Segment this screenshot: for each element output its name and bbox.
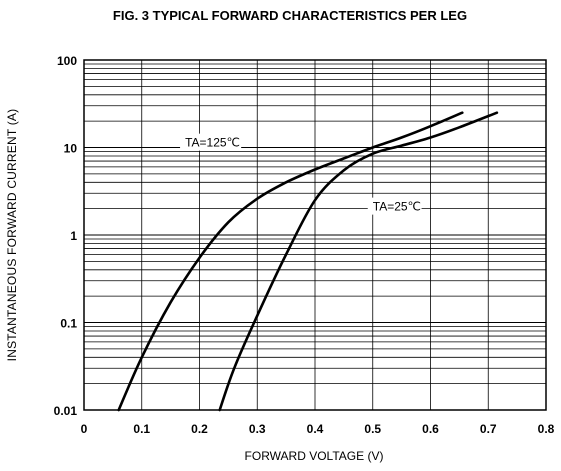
y-tick-label: 0.1 (60, 317, 77, 331)
x-tick-label: 0.1 (133, 422, 150, 436)
chart-title: FIG. 3 TYPICAL FORWARD CHARACTERISTICS P… (112, 8, 468, 23)
series-line-ta-25c (218, 111, 499, 412)
grid (84, 60, 546, 410)
x-tick-label: 0.4 (307, 422, 324, 436)
tick-labels: 0 0.1 0.2 0.3 0.4 0.5 0.6 0.7 0.8 0.01 0.1 1 10 100 (54, 54, 555, 436)
series-lines (117, 111, 499, 412)
y-tick-label: 10 (64, 142, 78, 156)
y-tick-label: 1 (70, 229, 77, 243)
x-tick-label: 0.5 (364, 422, 381, 436)
y-tick-label: 100 (57, 54, 77, 68)
annotation-background (180, 133, 242, 151)
x-axis-label: FORWARD VOLTAGE (V) (244, 449, 384, 463)
plot-frame (83, 59, 547, 411)
series-line-ta-125c (117, 111, 464, 412)
annotation-ta-125c: TA=125℃ (185, 136, 240, 150)
annotation-ta-25c: TA=25℃ (373, 200, 421, 214)
y-tick-label: 0.01 (54, 404, 78, 418)
x-tick-label: 0.8 (538, 422, 555, 436)
x-tick-label: 0.2 (191, 422, 208, 436)
x-tick-label: 0.6 (422, 422, 439, 436)
annotations: TA=125℃ TA=25℃ (180, 133, 422, 215)
x-tick-label: 0.3 (249, 422, 266, 436)
annotation-background (367, 197, 422, 215)
x-tick-label: 0 (81, 422, 88, 436)
x-tick-label: 0.7 (480, 422, 497, 436)
